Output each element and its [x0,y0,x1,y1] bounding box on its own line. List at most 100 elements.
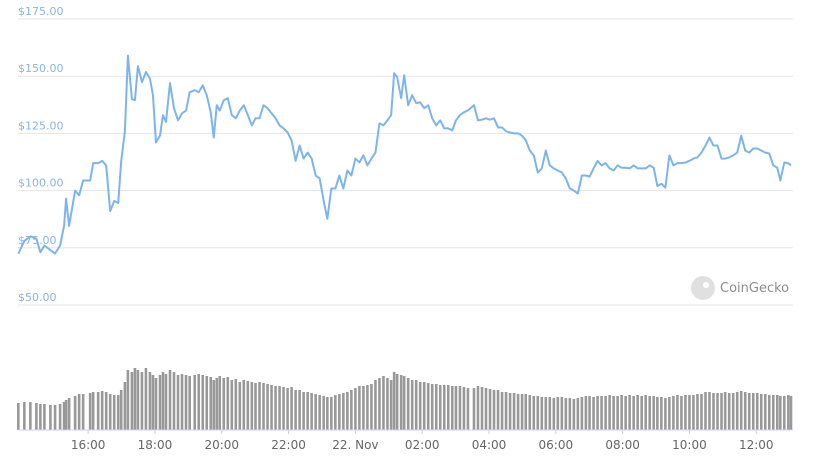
volume-bar [140,372,144,430]
volume-bar [472,388,476,430]
volume-bar [708,392,711,430]
volume-bar [43,404,46,430]
volume-bar [342,393,345,430]
volume-bar [516,394,520,430]
volume-bar [366,385,369,430]
volume-bar [600,396,603,430]
volume-bar [620,395,623,430]
watermark-icon [691,276,715,300]
volume-bar [346,392,349,430]
volume-bar [596,396,599,430]
volume-bar [104,392,108,430]
volume-bar [704,392,707,430]
volume-bar [532,396,536,430]
y-tick-label: $150.00 [18,62,64,75]
volume-bar [119,390,123,430]
volume-bar [628,395,631,430]
volume-bar [735,392,739,430]
volume-bar [731,393,735,430]
volume-bar [306,392,309,430]
volume-bar [378,378,381,430]
x-tick-label: 02:00 [405,438,440,452]
volume-bar [406,378,410,430]
volume-bar [100,391,104,430]
volume-bar [294,390,297,430]
volume-bar [712,393,715,430]
volume-bar [572,399,576,430]
y-tick-label: $125.00 [18,119,64,132]
volume-bar [151,375,155,430]
volume-bar [270,385,273,430]
volume-bar [480,387,484,430]
plot: $175.00$150.00$125.00$100.00$75.00$50.00… [17,5,793,452]
volume-bar [426,383,430,430]
volume-bar [222,378,226,430]
volume-bar [528,395,532,430]
volume-bar [688,395,691,430]
x-tick-label: 22. Nov [332,438,378,452]
volume-bar [580,397,584,430]
volume-bar [230,380,234,430]
volume-bar [322,396,325,430]
volume-bar [751,393,755,430]
x-tick-label: 12:00 [739,438,774,452]
volume-bar [250,382,254,430]
volume-bar [58,404,62,430]
volume-bar [209,377,213,430]
volume-bar [648,396,651,430]
volume-bar [176,375,180,430]
volume-bar [266,384,269,430]
volume-bar [201,375,205,430]
volume-bar [700,394,703,430]
volume-bar [298,390,301,430]
volume-bar [158,375,162,430]
volume-bar [668,397,671,430]
volume-bar [414,380,418,430]
volume-bar [88,393,92,430]
x-tick-label: 18:00 [138,438,173,452]
volume-bar [462,387,466,430]
volume-bar [636,395,639,430]
volume-bar [640,396,643,430]
volume-bar [334,395,337,430]
volume-bar [488,389,492,430]
volume-bar [197,374,201,430]
volume-bar [592,397,595,430]
volume-bar [466,388,470,430]
volume-bar [126,370,130,430]
x-tick-label: 04:00 [472,438,507,452]
volume-bar [652,396,656,430]
volume-bar [576,398,580,430]
volume-bar [402,376,406,430]
volume-bar [399,375,403,430]
volume-bar [218,376,222,430]
volume-bar [62,402,66,430]
volume-bar [144,368,148,430]
x-tick-label: 22:00 [271,438,306,452]
volume-bar [540,397,544,430]
volume-bar [604,396,607,430]
volume-bar [310,393,313,430]
watermark-icon-eye [703,282,709,288]
volume-bar [775,395,779,430]
volume-bar [81,394,85,430]
volume-bar [616,396,619,430]
price-line [17,54,792,255]
volume-bar [442,385,446,430]
volume-bar [660,397,663,430]
volume-bar [73,396,77,430]
volume-bar [500,392,504,430]
volume-bar [136,370,140,430]
volume-bar [743,392,747,430]
volume-bar [161,372,165,430]
volume-bar [664,398,667,430]
volume-bar [96,392,100,430]
volume-bar [612,396,615,430]
volume-bar [35,403,38,430]
volume-bar [64,400,68,430]
volume-bar [193,375,197,430]
volume-bar [338,394,341,430]
volume-bar [91,392,95,430]
volume-bar [767,395,771,430]
